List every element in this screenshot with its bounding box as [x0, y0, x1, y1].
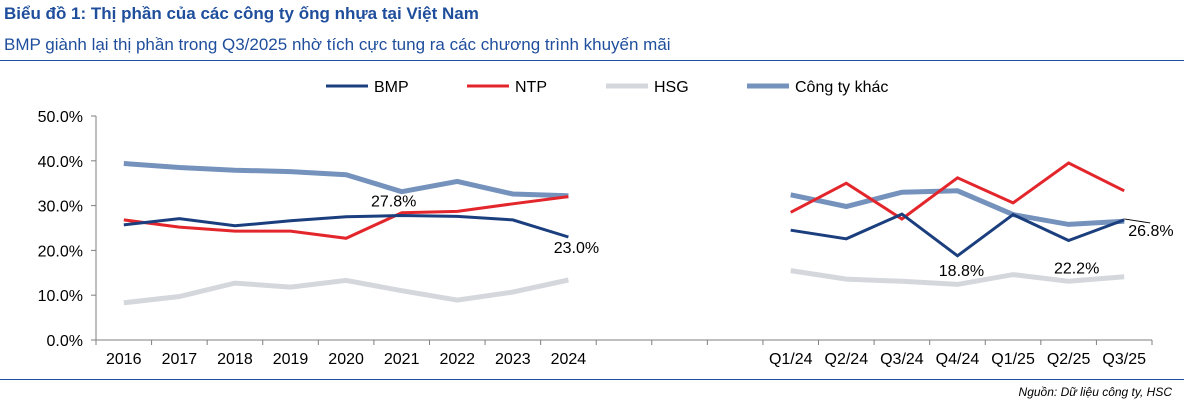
- source-note: Nguồn: Dữ liệu công ty, HSC: [1018, 385, 1172, 399]
- series-line-1-segment-0: [123, 195, 569, 240]
- x-tick-label-18: Q3/25: [1102, 351, 1146, 368]
- series-line-2-segment-0: [123, 277, 569, 306]
- x-tick-label-15: Q4/24: [936, 351, 980, 368]
- x-tick-label-0: 2016: [106, 351, 142, 368]
- y-tick-label-3: 30.0%: [38, 199, 83, 216]
- y-tick-label-1: 10.0%: [38, 288, 83, 305]
- series-layer: [123, 161, 1125, 306]
- legend-label-2: HSG: [654, 79, 689, 96]
- x-tick-label-6: 2022: [439, 351, 475, 368]
- data-label-3: 22.2%: [1054, 261, 1099, 278]
- x-tick-label-13: Q2/24: [825, 351, 869, 368]
- legend-label-0: BMP: [374, 79, 409, 96]
- x-tick-label-4: 2020: [328, 351, 364, 368]
- x-tick-label-17: Q2/25: [1047, 351, 1091, 368]
- annotations: 27.8% 23.0% 18.8% 22.2% 26.8%: [371, 193, 1174, 279]
- series-line-3-segment-1: [790, 188, 1125, 227]
- series-line-3-segment-0: [123, 161, 569, 199]
- chart-title: Biểu đồ 1: Thị phần của các công ty ống …: [4, 4, 479, 23]
- y-tick-label-4: 40.0%: [38, 154, 83, 171]
- data-label-leader-4: [1124, 218, 1151, 224]
- footer-divider: [0, 379, 1184, 380]
- data-label-1: 23.0%: [554, 240, 599, 257]
- series-line-1-segment-1: [790, 161, 1125, 221]
- series-line-0-segment-1: [790, 212, 1125, 258]
- data-label-4: 26.8%: [1128, 223, 1173, 240]
- legend-label-1: NTP: [515, 79, 547, 96]
- y-tick-label-5: 50.0%: [38, 109, 83, 126]
- legend: BMP NTP HSG Công ty khác: [326, 79, 888, 96]
- series-line-0-segment-0: [123, 213, 569, 239]
- data-label-2: 18.8%: [939, 263, 984, 280]
- x-tick-label-16: Q1/25: [991, 351, 1035, 368]
- x-tick-label-7: 2023: [495, 351, 531, 368]
- data-label-0: 27.8%: [371, 193, 416, 210]
- y-tick-label-0: 0.0%: [47, 333, 83, 350]
- x-tick-label-3: 2019: [273, 351, 309, 368]
- x-tick-label-12: Q1/24: [769, 351, 813, 368]
- x-tick-label-1: 2017: [162, 351, 198, 368]
- legend-label-3: Công ty khác: [795, 79, 888, 96]
- header-divider: [0, 60, 1184, 61]
- x-tick-label-14: Q3/24: [880, 351, 924, 368]
- axes: 0.0% 10.0% 20.0% 30.0% 40.0% 50.0% 2016 2017 201…: [38, 109, 1153, 368]
- x-tick-label-8: 2024: [551, 351, 587, 368]
- y-tick-label-2: 20.0%: [38, 243, 83, 260]
- chart-subtitle: BMP giành lại thị phần trong Q3/2025 nhờ…: [4, 35, 671, 54]
- x-tick-label-2: 2018: [217, 351, 253, 368]
- series-line-2-segment-1: [790, 268, 1125, 287]
- x-tick-label-5: 2021: [384, 351, 420, 368]
